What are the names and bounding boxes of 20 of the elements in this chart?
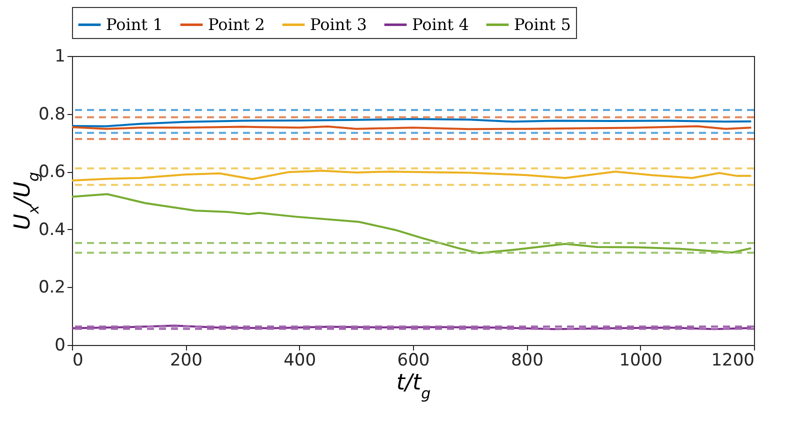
y-tick-label: 0 xyxy=(54,336,66,356)
x-axis-title: t/t$_{g}$ xyxy=(396,370,431,402)
line-series xyxy=(71,193,752,254)
x-tick-label: 1200 xyxy=(711,350,754,370)
legend-label: Point 1 xyxy=(106,14,163,34)
legend-label: Point 4 xyxy=(412,14,469,34)
line-series xyxy=(71,118,752,128)
x-tick-label: 1000 xyxy=(619,350,662,370)
legend-label: Point 5 xyxy=(514,14,571,34)
x-tick-label: 600 xyxy=(397,350,430,370)
legend-label: Point 3 xyxy=(310,14,367,34)
x-tick-label: 0 xyxy=(72,350,84,370)
legend-label: Point 2 xyxy=(208,14,265,34)
line-series xyxy=(71,170,752,182)
y-tick-label: 0.8 xyxy=(38,104,66,124)
y-tick-label: 1 xyxy=(54,46,66,66)
x-tick-label: 800 xyxy=(510,350,544,370)
x-tick-label: 200 xyxy=(170,350,202,370)
x-tick-label: 400 xyxy=(284,350,316,370)
y-tick-label: 0.2 xyxy=(38,278,66,298)
